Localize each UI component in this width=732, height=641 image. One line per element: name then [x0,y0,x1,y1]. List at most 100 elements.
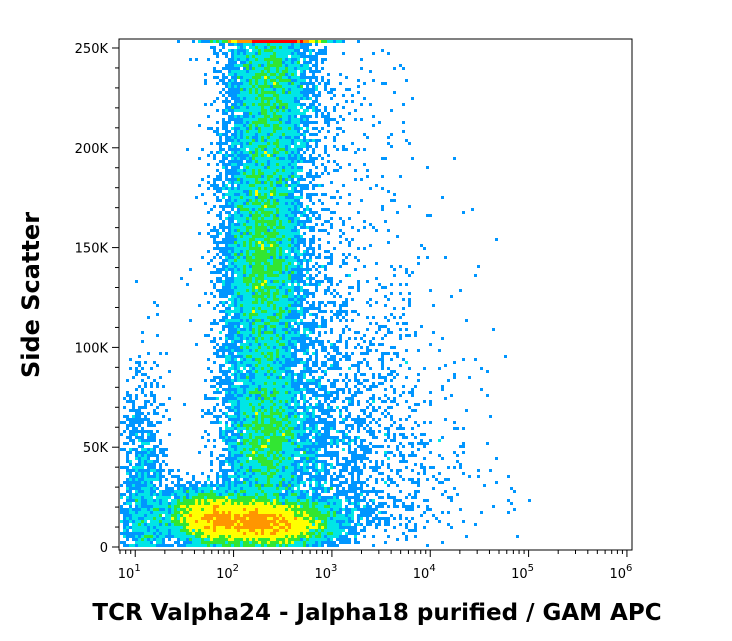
density-point [264,268,267,271]
density-point [249,397,252,400]
density-point [261,256,264,259]
density-point [294,385,297,388]
density-point [336,121,339,124]
density-point [213,271,216,274]
density-point [276,232,279,235]
density-point [288,373,291,376]
density-point [204,379,207,382]
density-point [285,121,288,124]
density-point [237,217,240,220]
density-point [258,352,261,355]
density-point [423,247,426,250]
density-point [306,370,309,373]
density-point [285,358,288,361]
density-point [138,355,141,358]
density-point [273,172,276,175]
density-point [249,118,252,121]
density-point [264,130,267,133]
density-point [291,379,294,382]
density-point [372,52,375,55]
density-point [123,421,126,424]
density-point [294,406,297,409]
density-point [243,265,246,268]
density-point [255,55,258,58]
density-point [255,286,258,289]
density-point [279,202,282,205]
density-point [309,430,312,433]
density-point [273,127,276,130]
density-point [282,331,285,334]
density-point [216,271,219,274]
density-point [357,430,360,433]
density-point [285,163,288,166]
density-point [285,412,288,415]
density-point [231,205,234,208]
density-point [138,409,141,412]
density-point [216,247,219,250]
density-point [336,394,339,397]
density-point [225,343,228,346]
density-point [276,61,279,64]
density-point [294,46,297,49]
density-point [303,139,306,142]
density-point [252,76,255,79]
density-point [459,289,462,292]
density-point [405,361,408,364]
density-point [288,64,291,67]
density-point [219,187,222,190]
density-point [303,346,306,349]
density-point [231,400,234,403]
density-point [273,232,276,235]
density-point [243,172,246,175]
density-point [228,265,231,268]
density-point [357,424,360,427]
density-point [285,295,288,298]
density-point [273,367,276,370]
density-point [297,337,300,340]
density-point [258,79,261,82]
density-point [255,280,258,283]
density-point [231,94,234,97]
density-point [279,376,282,379]
density-point [321,157,324,160]
density-point [291,361,294,364]
density-point [261,103,264,106]
density-point [276,220,279,223]
density-point [309,175,312,178]
density-point [231,160,234,163]
density-point [264,421,267,424]
density-point [306,421,309,424]
density-point [297,112,300,115]
density-point [270,55,273,58]
density-point [276,157,279,160]
density-point [306,217,309,220]
density-point [495,238,498,241]
density-point [279,262,282,265]
density-point [354,337,357,340]
density-point [261,310,264,313]
density-point [237,283,240,286]
density-point [384,220,387,223]
density-point [240,109,243,112]
density-point [207,367,210,370]
density-point [405,322,408,325]
density-point [417,373,420,376]
density-point [252,247,255,250]
density-point [330,421,333,424]
density-point [270,172,273,175]
density-point [219,364,222,367]
density-point [339,265,342,268]
density-point [360,391,363,394]
density-point [258,103,261,106]
density-point [258,271,261,274]
density-point [267,250,270,253]
density-point [273,310,276,313]
density-point [402,322,405,325]
density-point [288,121,291,124]
density-point [288,85,291,88]
density-point [327,112,330,115]
density-point [153,394,156,397]
density-point [279,340,282,343]
density-point [261,349,264,352]
density-point [399,175,402,178]
